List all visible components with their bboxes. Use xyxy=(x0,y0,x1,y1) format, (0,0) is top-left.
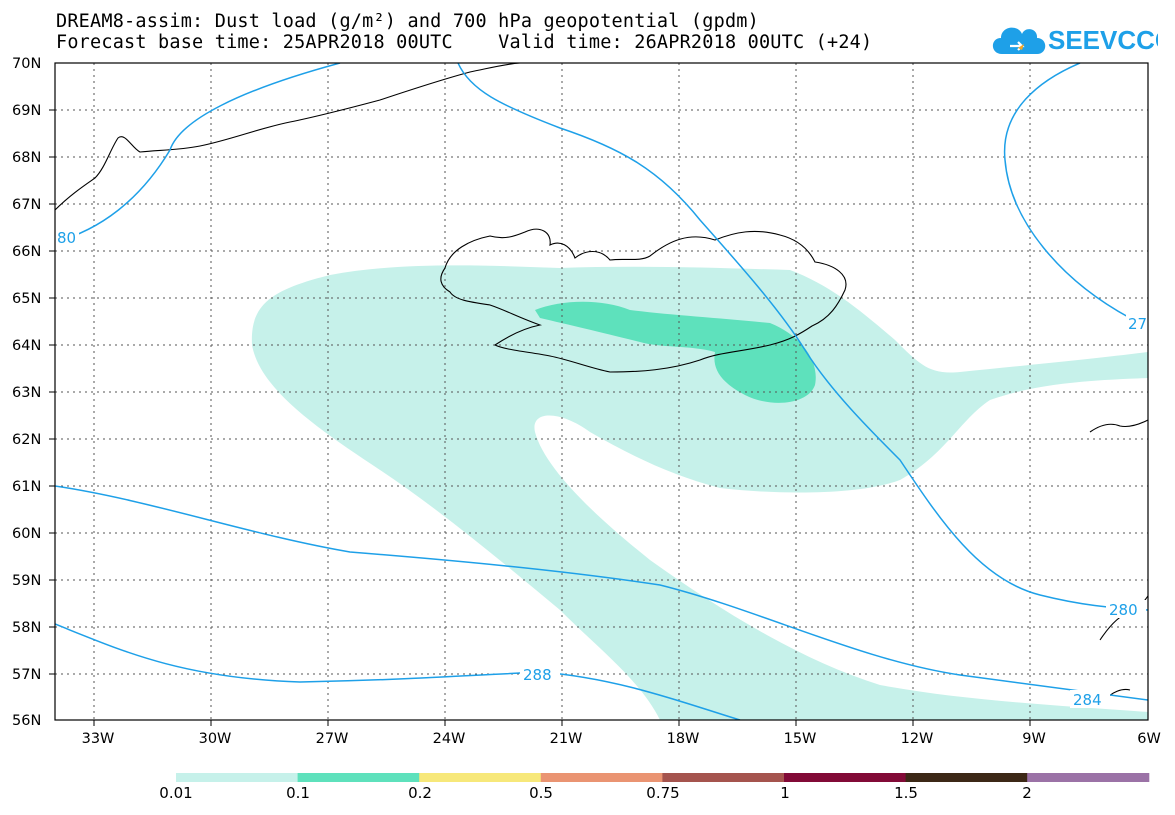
contour-label: 288 xyxy=(523,666,552,684)
contour-label: 80 xyxy=(57,229,76,247)
map-title-line2: Forecast base time: 25APR2018 00UTC Vali… xyxy=(56,32,873,53)
lon-label: 18W xyxy=(667,731,700,747)
colorbar-label: 0.1 xyxy=(286,784,310,802)
contour-label: 284 xyxy=(1073,691,1102,709)
colorbar-label: 0.2 xyxy=(408,784,432,802)
lon-label: 15W xyxy=(784,731,817,747)
lat-label: 65N xyxy=(12,291,41,307)
lon-label: 27W xyxy=(316,731,349,747)
lat-label: 60N xyxy=(12,526,41,542)
contour-label: 27 xyxy=(1128,315,1147,333)
lon-label: 30W xyxy=(199,731,232,747)
lat-label: 57N xyxy=(12,667,41,683)
faroe-coastline xyxy=(1089,419,1148,433)
longitude-labels: 33W 30W 27W 24W 21W 18W 15W 12W 9W 6W xyxy=(82,731,1161,747)
colorbar-label: 0.75 xyxy=(646,784,679,802)
greenland-coastline xyxy=(55,63,521,211)
cloud-icon xyxy=(992,27,1046,54)
colorbar-swatch xyxy=(1027,773,1150,782)
colorbar-swatch xyxy=(540,773,663,782)
lat-label: 56N xyxy=(12,713,41,729)
colorbar-swatch xyxy=(662,773,785,782)
lat-label: 63N xyxy=(12,385,41,401)
lon-label: 12W xyxy=(901,731,934,747)
colorbar-label: 2 xyxy=(1022,784,1032,802)
contour-labels: 80 27 280 288 284 xyxy=(55,229,1148,709)
contour-284 xyxy=(55,485,1148,701)
lat-label: 66N xyxy=(12,244,41,260)
colorbar-swatch xyxy=(297,773,420,782)
logo-text: SEEVCCC xyxy=(1048,25,1158,55)
lat-label: 69N xyxy=(12,103,41,119)
lon-label: 6W xyxy=(1137,731,1161,747)
colorbar-swatch xyxy=(176,773,299,782)
graticule xyxy=(55,63,1148,720)
contour-label: 280 xyxy=(1109,601,1138,619)
colorbar-swatch xyxy=(784,773,907,782)
contour-main xyxy=(457,63,1148,611)
lat-label: 64N xyxy=(12,338,41,354)
lat-label: 62N xyxy=(12,432,41,448)
lon-label: 33W xyxy=(82,731,115,747)
colorbar-label: 1.5 xyxy=(894,784,918,802)
lat-label: 68N xyxy=(12,150,41,166)
lon-label: 24W xyxy=(433,731,466,747)
lat-label: 59N xyxy=(12,573,41,589)
map-title-line1: DREAM8-assim: Dust load (g/m²) and 700 h… xyxy=(56,11,759,32)
lon-label: 21W xyxy=(550,731,583,747)
lat-label: 61N xyxy=(12,479,41,495)
colorbar-swatches xyxy=(176,773,1150,782)
colorbar-label: 0.5 xyxy=(529,784,553,802)
latitude-labels: 70N 69N 68N 67N 66N 65N 64N 63N 62N 61N … xyxy=(12,56,41,729)
contour-280-west xyxy=(55,63,341,243)
colorbar-labels: 0.01 0.1 0.2 0.5 0.75 1 1.5 2 xyxy=(159,784,1031,802)
colorbar-label: 0.01 xyxy=(159,784,192,802)
dust-area-0.1 xyxy=(535,301,816,403)
colorbar-swatch xyxy=(905,773,1028,782)
contour-288 xyxy=(55,623,741,720)
dust-area-0.01 xyxy=(251,265,1148,720)
lat-label: 67N xyxy=(12,197,41,213)
colorbar-swatch xyxy=(419,773,542,782)
lat-label: 70N xyxy=(12,56,41,72)
iceland-coastline xyxy=(440,228,847,373)
tick-marks xyxy=(49,109,1031,726)
lon-label: 9W xyxy=(1022,731,1046,747)
seevccc-logo: SEEVCCC xyxy=(988,16,1174,60)
lat-label: 58N xyxy=(12,620,41,636)
colorbar-label: 1 xyxy=(780,784,790,802)
